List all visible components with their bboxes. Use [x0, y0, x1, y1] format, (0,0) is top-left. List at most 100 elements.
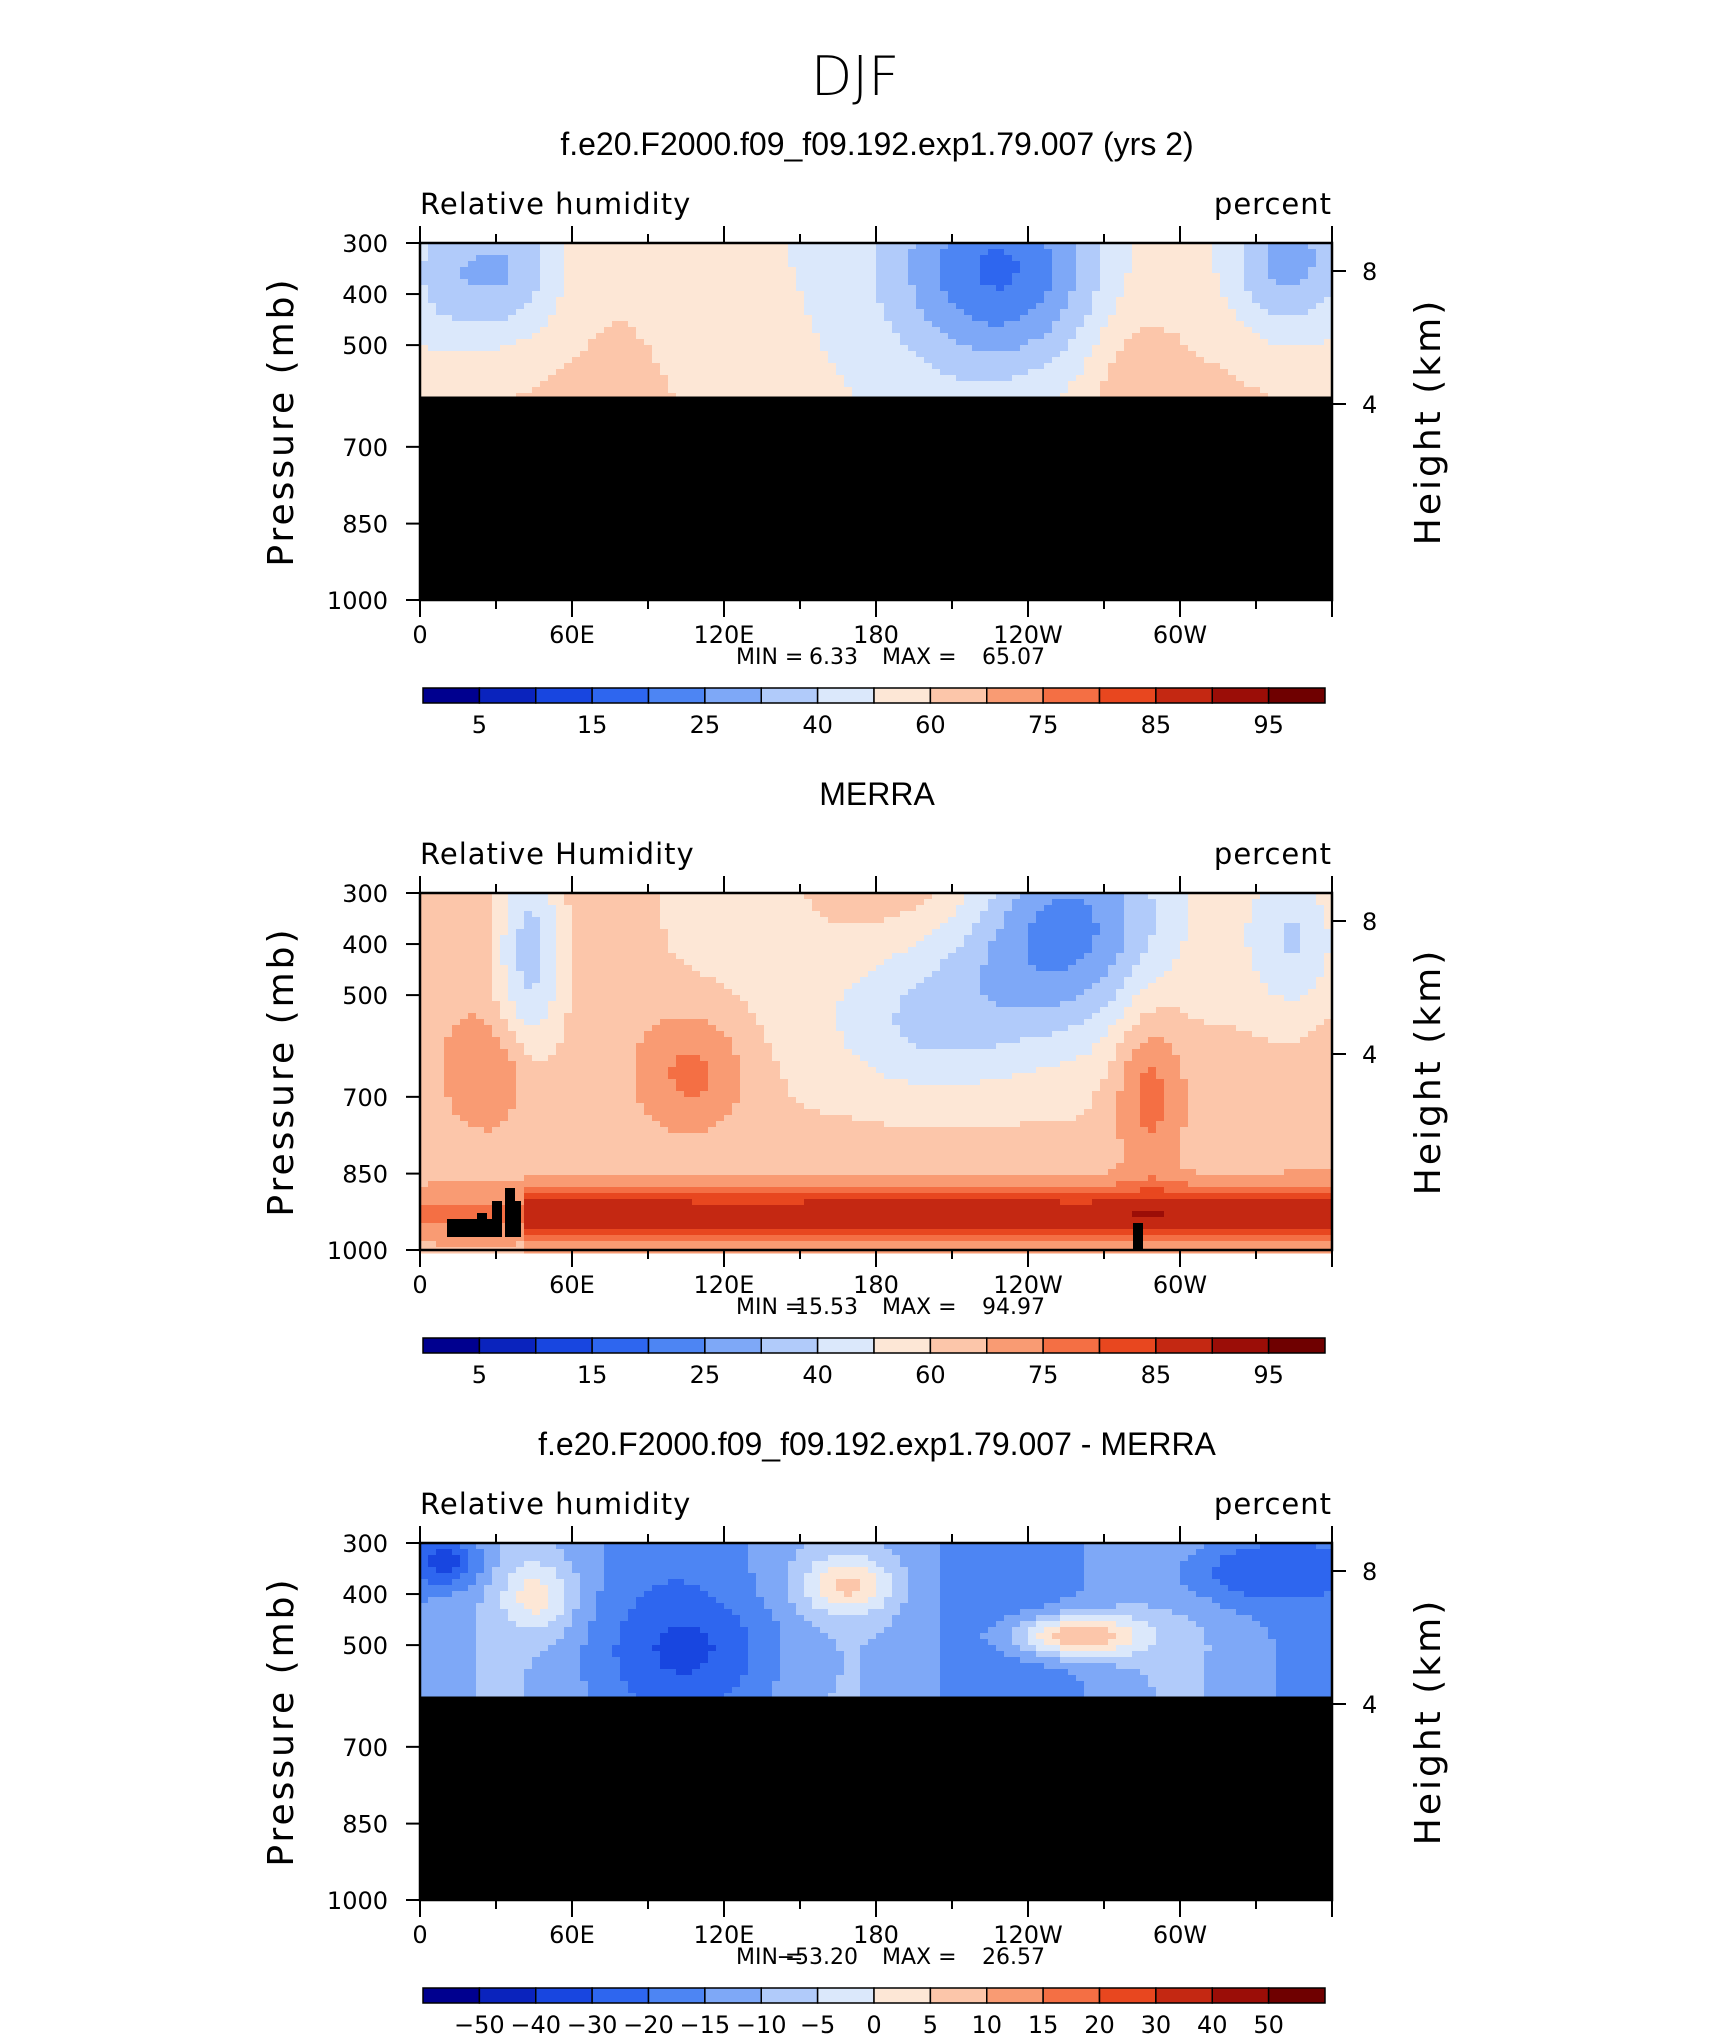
contour-cell: [852, 911, 861, 918]
contour-cell: [420, 923, 429, 930]
contour-cell: [740, 339, 749, 346]
contour-cell: [1260, 297, 1269, 304]
contour-cell: [604, 983, 613, 990]
contour-cell: [452, 947, 461, 954]
contour-cell: [1140, 905, 1149, 912]
contour-cell: [1316, 905, 1325, 912]
contour-cell: [956, 989, 965, 996]
contour-cell: [1308, 947, 1317, 954]
colorbar-label: 25: [690, 711, 721, 739]
contour-cell: [500, 905, 509, 912]
contour-cell: [1292, 363, 1301, 370]
contour-cell: [1036, 947, 1045, 954]
contour-cell: [540, 375, 549, 382]
contour-cell: [476, 369, 485, 376]
contour-cell: [492, 899, 501, 906]
contour-cell: [436, 315, 445, 322]
contour-cell: [1044, 965, 1053, 972]
contour-cell: [636, 989, 645, 996]
contour-cell: [588, 351, 597, 358]
contour-cell: [1220, 357, 1229, 364]
contour-cell: [724, 965, 733, 972]
contour-cell: [876, 273, 885, 280]
contour-cell: [748, 965, 757, 972]
contour-cell: [1172, 249, 1181, 256]
contour-cell: [884, 339, 893, 346]
contour-cell: [1108, 339, 1117, 346]
contour-cell: [676, 923, 685, 930]
contour-cell: [540, 315, 549, 322]
contour-cell: [820, 971, 829, 978]
contour-cell: [1004, 321, 1013, 328]
contour-cell: [1020, 941, 1029, 948]
contour-cell: [1276, 905, 1285, 912]
contour-cell: [884, 893, 893, 900]
contour-cell: [628, 959, 637, 966]
contour-cell: [1076, 369, 1085, 376]
colorbar-swatch: [1155, 687, 1213, 704]
contour-cell: [820, 965, 829, 972]
contour-cell: [956, 279, 965, 286]
contour-cell: [836, 989, 845, 996]
contour-cell: [1092, 339, 1101, 346]
contour-cell: [1260, 369, 1269, 376]
contour-cell: [620, 249, 629, 256]
contour-cell: [660, 291, 669, 298]
contour-cell: [1148, 935, 1157, 942]
contour-cell: [892, 267, 901, 274]
contour-cell: [548, 243, 557, 250]
contour-cell: [804, 947, 813, 954]
contour-cell: [900, 905, 909, 912]
contour-cell: [588, 393, 597, 400]
contour-cell: [1284, 983, 1293, 990]
contour-cell: [1052, 285, 1061, 292]
contour-cell: [1116, 387, 1125, 394]
contour-cell: [1260, 351, 1269, 358]
contour-cell: [1324, 923, 1333, 930]
contour-cell: [844, 923, 853, 930]
contour-cell: [1180, 333, 1189, 340]
contour-cell: [1116, 315, 1125, 322]
contour-cell: [604, 381, 613, 388]
contour-cell: [1084, 941, 1093, 948]
contour-cell: [660, 899, 669, 906]
contour-cell: [996, 923, 1005, 930]
contour-cell: [644, 345, 653, 352]
contour-cell: [1068, 953, 1077, 960]
contour-cell: [1220, 291, 1229, 298]
contour-cell: [1228, 249, 1237, 256]
contour-cell: [964, 369, 973, 376]
contour-cell: [1108, 279, 1117, 286]
contour-cell: [476, 309, 485, 316]
contour-cell: [1292, 905, 1301, 912]
contour-cell: [580, 243, 589, 250]
contour-cell: [788, 923, 797, 930]
contour-cell: [692, 315, 701, 322]
contour-cell: [1020, 947, 1029, 954]
contour-cell: [1076, 375, 1085, 382]
contour-cell: [1060, 321, 1069, 328]
contour-cell: [1308, 929, 1317, 936]
contour-cell: [484, 309, 493, 316]
contour-cell: [988, 273, 997, 280]
contour-cell: [740, 959, 749, 966]
contour-cell: [1020, 315, 1029, 322]
contour-cell: [540, 989, 549, 996]
contour-cell: [1204, 935, 1213, 942]
contour-cell: [748, 971, 757, 978]
contour-cell: [1284, 243, 1293, 250]
contour-cell: [764, 249, 773, 256]
contour-cell: [988, 965, 997, 972]
contour-cell: [844, 935, 853, 942]
contour-cell: [476, 965, 485, 972]
contour-cell: [860, 905, 869, 912]
contour-cell: [1100, 923, 1109, 930]
contour-cell: [1116, 333, 1125, 340]
contour-cell: [980, 273, 989, 280]
contour-cell: [1124, 363, 1133, 370]
contour-cell: [1028, 279, 1037, 286]
contour-cell: [548, 375, 557, 382]
contour-cell: [1020, 345, 1029, 352]
contour-cell: [964, 893, 973, 900]
contour-cell: [980, 899, 989, 906]
